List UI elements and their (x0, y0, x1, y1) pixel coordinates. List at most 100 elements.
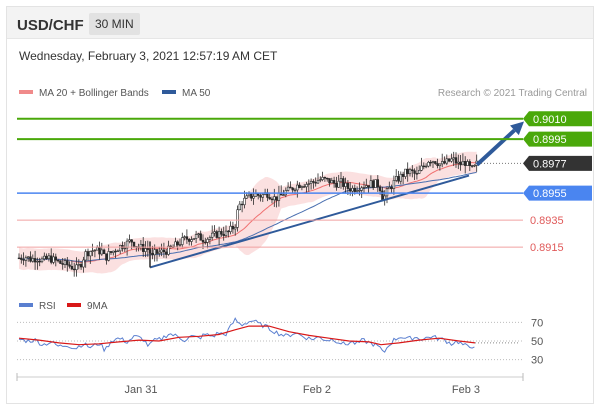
candle (112, 250, 115, 256)
candle (236, 205, 239, 232)
candle (197, 232, 200, 238)
candle (199, 230, 202, 241)
candle (220, 228, 223, 237)
candle (413, 168, 416, 181)
timeframe-badge[interactable]: 30 MIN (89, 13, 140, 35)
rsi-ma-line (18, 325, 476, 346)
level-label: 0.8995 (533, 134, 567, 146)
candle (178, 238, 182, 248)
levels: 0.9010 0.8995 0.8977 0.8955 0.8935 0.8915 (17, 111, 592, 254)
candle (466, 159, 469, 167)
candle (238, 201, 241, 211)
candle (91, 243, 94, 257)
candle (275, 196, 278, 208)
candle (450, 153, 453, 163)
candle (45, 253, 48, 260)
candle (335, 176, 338, 191)
candle (470, 164, 474, 168)
candle (429, 160, 432, 167)
rsi-tick-label: 70 (531, 317, 543, 329)
candle (261, 192, 264, 203)
candle (20, 254, 23, 264)
candle (240, 201, 244, 213)
candle (252, 188, 255, 205)
candle (309, 178, 313, 190)
candle (231, 221, 235, 234)
candle (473, 164, 476, 168)
ma20-line (18, 161, 477, 263)
resistance-price-tag: 0.9010 (523, 111, 592, 127)
candle (420, 157, 423, 172)
rsi-tick-label: 30 (531, 355, 543, 367)
candle (411, 165, 414, 178)
candle (70, 260, 74, 271)
candle (40, 256, 44, 264)
candle (26, 256, 30, 262)
candle (190, 236, 193, 246)
candle (392, 175, 396, 195)
candle (114, 248, 117, 259)
candle (215, 229, 218, 239)
candle (289, 181, 292, 189)
candle (259, 193, 262, 202)
candle (102, 248, 106, 255)
candle (307, 179, 310, 192)
forecast-arrow-shaft (475, 128, 516, 167)
x-tick-label: Feb 2 (303, 384, 331, 396)
candle (300, 185, 304, 191)
candle (397, 170, 400, 184)
candle (270, 196, 274, 204)
candle (61, 257, 64, 270)
candle (369, 175, 373, 188)
candle (312, 179, 315, 189)
rsi-legend-swatch (19, 303, 33, 307)
candle (47, 252, 51, 262)
candle (401, 171, 405, 185)
candle (17, 253, 21, 260)
current-price-tag: 0.8977 (523, 155, 592, 171)
candles (17, 151, 478, 277)
candle (29, 251, 32, 263)
candle (427, 160, 430, 168)
candle (452, 151, 455, 167)
candle (96, 245, 99, 251)
candle (404, 168, 407, 180)
x-axis: Jan 31 Feb 2 Feb 3 (16, 373, 524, 396)
candle (438, 163, 442, 171)
rsi-ma-legend-label: 9MA (87, 301, 108, 312)
candle (415, 166, 419, 180)
candle (459, 154, 462, 171)
candle (417, 165, 421, 174)
candle (217, 226, 221, 246)
level-label: 0.8935 (530, 215, 564, 227)
candle (222, 226, 225, 241)
x-tick-label: Jan 31 (124, 384, 157, 396)
rsi-legend-label: RSI (39, 301, 56, 312)
candle (406, 162, 409, 182)
ma50-legend-label: MA 50 (182, 88, 211, 99)
candle (183, 235, 186, 241)
candle (119, 244, 122, 255)
trend-line (149, 174, 470, 269)
candle (167, 240, 170, 256)
candle (443, 156, 446, 165)
candle (273, 188, 276, 207)
candle (116, 249, 120, 252)
candle (376, 175, 379, 192)
candle (314, 177, 317, 187)
candle (68, 261, 71, 269)
candle (31, 254, 34, 263)
support-price-tag: 0.8955 (523, 185, 592, 201)
candle (24, 255, 28, 267)
candle (424, 163, 428, 169)
candle (434, 160, 437, 165)
candle (82, 256, 85, 273)
candle (155, 248, 159, 262)
candle (362, 181, 366, 193)
candle (211, 225, 214, 241)
candle (344, 177, 347, 194)
chart-widget: USD/CHF 30 MIN Wednesday, February 3, 20… (6, 6, 594, 404)
candle (332, 176, 336, 188)
candle (461, 153, 465, 166)
ma50-legend-swatch (162, 90, 176, 94)
